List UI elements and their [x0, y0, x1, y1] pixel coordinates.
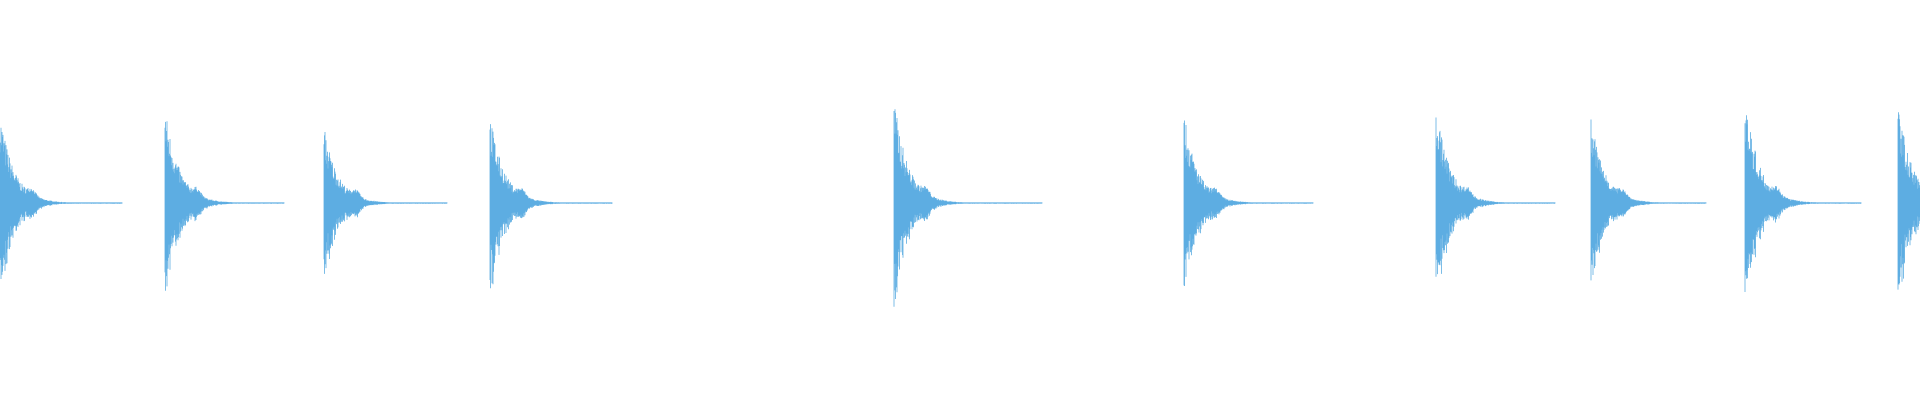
- waveform-transient: [1435, 117, 1556, 277]
- waveform-transient: [323, 132, 448, 274]
- waveform-transient: [489, 124, 613, 289]
- waveform-transient: [893, 109, 1043, 307]
- waveform-transient: [1744, 115, 1862, 292]
- waveform-transient: [164, 121, 285, 291]
- waveform-transient: [0, 127, 123, 279]
- waveform-transient: [1897, 112, 1920, 290]
- waveform-transient: [1590, 119, 1707, 281]
- waveform-transient: [1183, 120, 1314, 286]
